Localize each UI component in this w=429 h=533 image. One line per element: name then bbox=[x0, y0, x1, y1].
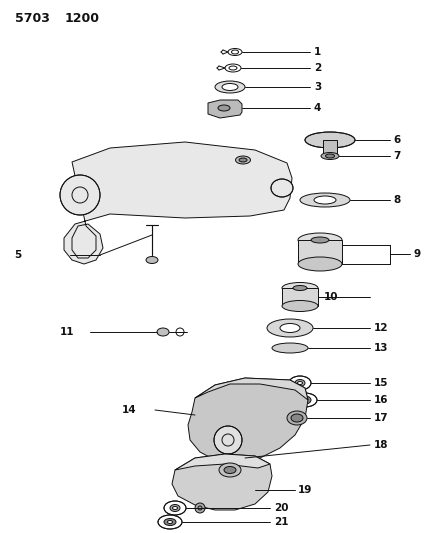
Polygon shape bbox=[282, 288, 318, 306]
Ellipse shape bbox=[215, 81, 245, 93]
Ellipse shape bbox=[321, 152, 339, 159]
Polygon shape bbox=[195, 378, 308, 400]
Polygon shape bbox=[208, 100, 242, 118]
Ellipse shape bbox=[158, 515, 182, 529]
Ellipse shape bbox=[222, 84, 238, 91]
Text: 3: 3 bbox=[314, 82, 321, 92]
Ellipse shape bbox=[299, 396, 311, 404]
Text: 13: 13 bbox=[374, 343, 389, 353]
Ellipse shape bbox=[282, 301, 318, 311]
Ellipse shape bbox=[157, 328, 169, 336]
Text: 21: 21 bbox=[274, 517, 288, 527]
Text: 15: 15 bbox=[374, 378, 389, 388]
Ellipse shape bbox=[305, 132, 355, 148]
Ellipse shape bbox=[295, 379, 305, 386]
Ellipse shape bbox=[170, 505, 180, 512]
Ellipse shape bbox=[287, 411, 307, 425]
Ellipse shape bbox=[267, 319, 313, 337]
Ellipse shape bbox=[302, 399, 308, 401]
Ellipse shape bbox=[219, 463, 241, 477]
Ellipse shape bbox=[297, 382, 302, 384]
Text: 14: 14 bbox=[122, 405, 136, 415]
Text: 7: 7 bbox=[393, 151, 400, 161]
Ellipse shape bbox=[236, 156, 251, 164]
Ellipse shape bbox=[224, 466, 236, 473]
Text: 19: 19 bbox=[298, 485, 312, 495]
Ellipse shape bbox=[291, 414, 303, 422]
Ellipse shape bbox=[298, 257, 342, 271]
Text: 17: 17 bbox=[374, 413, 389, 423]
Polygon shape bbox=[298, 240, 342, 264]
Ellipse shape bbox=[298, 233, 342, 247]
Polygon shape bbox=[175, 454, 270, 470]
Ellipse shape bbox=[326, 154, 335, 158]
Text: 1200: 1200 bbox=[65, 12, 100, 25]
Circle shape bbox=[60, 175, 100, 215]
Ellipse shape bbox=[271, 179, 293, 197]
Ellipse shape bbox=[172, 506, 178, 510]
Ellipse shape bbox=[314, 196, 336, 204]
Text: 9: 9 bbox=[413, 249, 420, 259]
Ellipse shape bbox=[228, 49, 242, 55]
Ellipse shape bbox=[293, 286, 307, 290]
Text: 2: 2 bbox=[314, 63, 321, 73]
Polygon shape bbox=[64, 142, 292, 264]
Ellipse shape bbox=[311, 237, 329, 243]
Text: 12: 12 bbox=[374, 323, 389, 333]
Ellipse shape bbox=[239, 158, 247, 162]
Text: 10: 10 bbox=[324, 292, 338, 302]
Polygon shape bbox=[172, 454, 272, 510]
Text: 18: 18 bbox=[374, 440, 389, 450]
Ellipse shape bbox=[164, 519, 176, 526]
Ellipse shape bbox=[218, 105, 230, 111]
Ellipse shape bbox=[146, 256, 158, 263]
Text: 8: 8 bbox=[393, 195, 400, 205]
Circle shape bbox=[214, 426, 242, 454]
Ellipse shape bbox=[282, 282, 318, 294]
Ellipse shape bbox=[272, 343, 308, 353]
Ellipse shape bbox=[225, 64, 241, 72]
Ellipse shape bbox=[293, 393, 317, 407]
Text: 16: 16 bbox=[374, 395, 389, 405]
Text: 6: 6 bbox=[393, 135, 400, 145]
Text: 4: 4 bbox=[314, 103, 321, 113]
Text: 1: 1 bbox=[314, 47, 321, 57]
Text: 5: 5 bbox=[14, 250, 21, 260]
Circle shape bbox=[195, 503, 205, 513]
Ellipse shape bbox=[300, 193, 350, 207]
Text: 5703: 5703 bbox=[15, 12, 50, 25]
Ellipse shape bbox=[280, 324, 300, 333]
Text: 11: 11 bbox=[60, 327, 75, 337]
Polygon shape bbox=[188, 378, 308, 462]
Ellipse shape bbox=[167, 521, 172, 523]
Text: 20: 20 bbox=[274, 503, 288, 513]
Ellipse shape bbox=[289, 376, 311, 390]
Polygon shape bbox=[323, 140, 337, 156]
Ellipse shape bbox=[164, 501, 186, 515]
